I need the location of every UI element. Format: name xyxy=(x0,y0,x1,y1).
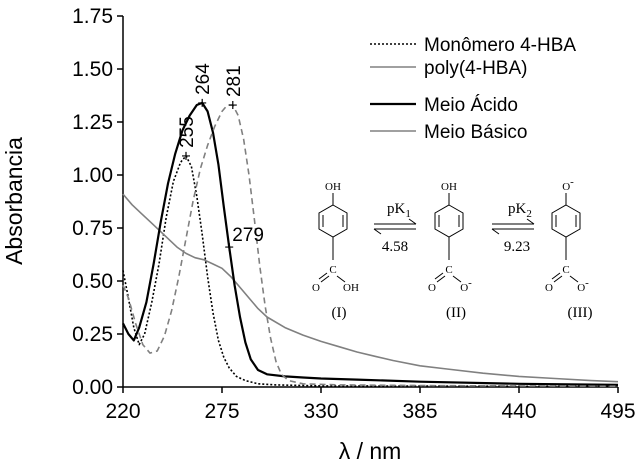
x-axis-title: λ / nm xyxy=(339,438,402,464)
peak-annotations: 264 281 255 279 xyxy=(177,63,264,252)
peak-marker xyxy=(225,243,234,252)
series-line-2 xyxy=(122,101,619,386)
peak-label: 255 xyxy=(177,116,198,148)
equilibrium-1: pK1 4.58 xyxy=(373,201,417,255)
equilibrium-2: pK2 9.23 xyxy=(491,201,535,255)
x-tick-label: 495 xyxy=(600,400,635,423)
x-tick-label: 385 xyxy=(402,400,437,423)
x-tick-label: 440 xyxy=(501,400,536,423)
x-tick-label: 220 xyxy=(105,400,140,423)
species-i-acid-oh: OH xyxy=(343,282,359,294)
series-line-3 xyxy=(122,104,619,387)
species-iii-label: (III) xyxy=(568,305,593,321)
peak-label: 281 xyxy=(224,65,245,97)
species-i-structure: OH C O OH (I) xyxy=(312,181,359,321)
species-iii-o-minus: O- xyxy=(562,176,574,193)
pk1-base: pK1 xyxy=(387,201,411,220)
species-ii-label: (II) xyxy=(446,305,466,321)
y-tick-label: 1.50 xyxy=(72,58,113,81)
species-ii-o-minus: O- xyxy=(460,277,472,294)
species-i-carbonyl-o: O xyxy=(312,282,320,294)
peak-label: 279 xyxy=(232,225,264,246)
peak-marker xyxy=(198,98,207,107)
deprotonation-scheme: OH C O OH (I) pK1 4.58 OH xyxy=(312,176,592,321)
species-ii-oh: OH xyxy=(441,181,457,193)
species-iii-o-minus-bottom: O- xyxy=(577,277,589,294)
pk1-value: 4.58 xyxy=(382,239,408,255)
series-line-1 xyxy=(122,193,619,383)
series-group xyxy=(122,101,619,388)
pk2-value: 9.23 xyxy=(504,239,530,255)
species-ii-c: C xyxy=(445,264,452,276)
species-iii-carbonyl-o: O xyxy=(545,282,553,294)
legend-label-basico: Meio Básico xyxy=(424,122,528,143)
legend: Monômero 4-HBA poly(4-HBA) Meio Ácido Me… xyxy=(370,35,576,143)
peak-marker xyxy=(228,101,237,110)
peak-label: 264 xyxy=(193,63,214,95)
x-tick-label: 330 xyxy=(303,400,338,423)
y-tick-label: 0.50 xyxy=(72,270,113,293)
legend-label-acido: Meio Ácido xyxy=(424,95,518,116)
species-i-oh: OH xyxy=(325,181,341,193)
species-iii-structure: O- C O O- (III) xyxy=(545,176,592,321)
y-tick-label: 0.25 xyxy=(72,323,113,346)
y-axis-title: Absorbancia xyxy=(1,137,27,265)
series-line-0 xyxy=(122,155,619,388)
x-tick-label: 275 xyxy=(204,400,239,423)
pk2-base: pK2 xyxy=(508,201,532,220)
species-i-c: C xyxy=(329,264,336,276)
species-ii-structure: OH C O O- (II) xyxy=(428,181,472,321)
species-ii-carbonyl-o: O xyxy=(428,282,436,294)
legend-label-poly: poly(4-HBA) xyxy=(424,58,527,79)
y-tick-label: 0.75 xyxy=(72,217,113,240)
y-tick-label: 1.00 xyxy=(72,164,113,187)
species-iii-c: C xyxy=(562,264,569,276)
y-tick-label: 1.75 xyxy=(72,5,113,28)
x-axis-ticks: 220 275 330 385 440 495 xyxy=(105,387,636,423)
species-i-label: (I) xyxy=(332,305,347,321)
y-tick-label: 1.25 xyxy=(72,111,113,134)
y-axis-ticks: 0.00 0.25 0.50 0.75 1.00 1.25 1.50 1.75 xyxy=(72,5,123,399)
y-tick-label: 0.00 xyxy=(72,376,113,399)
legend-label-monomero: Monômero 4-HBA xyxy=(424,35,576,56)
peak-marker xyxy=(182,151,190,160)
